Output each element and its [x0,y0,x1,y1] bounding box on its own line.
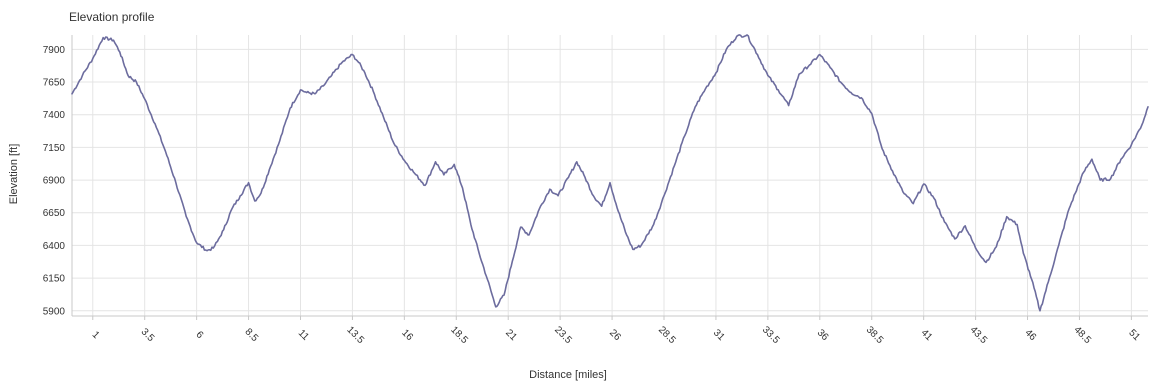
grid-lines [72,35,1148,316]
x-tick-label: 48.5 [1071,324,1093,346]
x-axis-ticks: 1 3.5 6 8.5 11 13.5 16 18.5 21 23.5 26 28.5 31 33.5 36… [90,316,1143,346]
y-tick-label: 7400 [43,110,66,121]
x-tick-label: 28.5 [656,324,678,346]
y-axis-label: Elevation [ft] [8,144,20,205]
x-tick-label: 3.5 [139,326,157,344]
x-tick-label: 18.5 [448,324,470,346]
x-tick-label: 16 [399,327,415,343]
y-tick-label: 6150 [43,274,66,285]
x-tick-label: 21 [503,327,519,343]
x-tick-label: 26 [607,327,623,343]
x-tick-label: 46 [1022,327,1038,343]
x-tick-label: 13.5 [344,324,366,346]
x-tick-label: 11 [296,328,311,343]
y-tick-label: 6650 [43,208,66,219]
x-tick-label: 36 [815,327,831,343]
y-tick-label: 5900 [43,306,66,317]
x-tick-label: 8.5 [243,326,261,344]
y-tick-label: 6900 [43,176,66,187]
y-axis-ticks: 5900 6150 6400 6650 6900 7150 7400 7650 7900 [43,45,66,317]
x-tick-label: 6 [194,329,206,341]
x-tick-label: 41 [919,327,935,343]
x-axis-label: Distance [miles] [529,369,607,381]
x-tick-label: 33.5 [760,324,782,346]
x-tick-label: 1 [90,329,102,341]
y-tick-label: 7650 [43,78,66,89]
x-tick-label: 51 [1126,327,1142,343]
chart-title: Elevation profile [69,10,155,24]
series-group [72,35,1148,311]
y-tick-label: 7150 [43,143,66,154]
axes [72,35,1148,316]
y-tick-label: 6400 [43,241,66,252]
x-tick-label: 38.5 [864,324,886,346]
elevation-series-line [72,35,1148,311]
x-tick-label: 43.5 [968,324,990,346]
x-tick-label: 31 [711,327,727,343]
x-tick-label: 23.5 [552,324,574,346]
y-tick-label: 7900 [43,45,66,56]
